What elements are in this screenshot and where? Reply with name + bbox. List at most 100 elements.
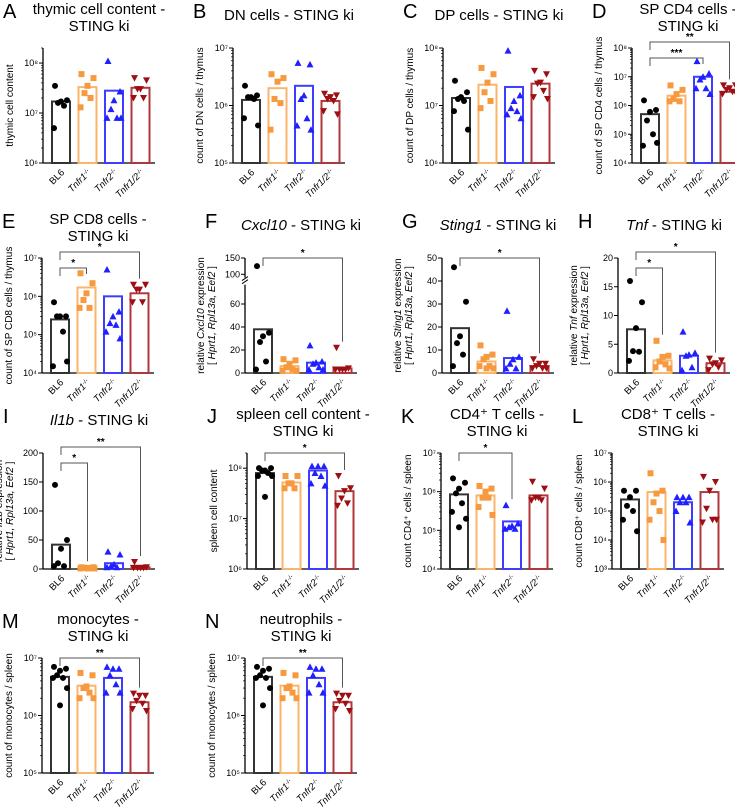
knockout-suffix: -/- (287, 574, 295, 582)
title-part: monocytes - (57, 611, 139, 628)
category-label: BL6 (249, 377, 269, 397)
data-point (676, 98, 683, 105)
panel-title: Sting1 - STING ki (440, 217, 557, 234)
y-axis-label: count CD8⁺ cells / spleen (574, 454, 585, 567)
y-label-part: Hprt1, Rpl13a, Eef2 (404, 271, 415, 359)
data-point (699, 73, 707, 80)
title-part: SP CD8 cells - (49, 211, 146, 228)
data-point (133, 697, 140, 705)
data-point (253, 366, 259, 373)
category-name: BL6 (47, 573, 67, 593)
panel-title: Tnf - STING ki (626, 217, 722, 234)
data-point (676, 498, 684, 506)
axis-break-marks (241, 276, 249, 285)
bar-3 (129, 292, 150, 375)
data-point (254, 263, 260, 270)
data-point (461, 97, 467, 104)
y-axis-label: thymic cell content (5, 64, 16, 146)
panel-letter: J (207, 406, 217, 428)
y-tick-label: 10⁶ (23, 711, 37, 721)
data-point (517, 114, 525, 122)
data-point (50, 363, 56, 370)
category-label: Tnfr1/2-/- (316, 777, 349, 809)
y-tick-label: 150 (225, 253, 240, 263)
data-point (104, 57, 112, 64)
knockout-suffix: -/- (340, 574, 348, 582)
data-point (268, 465, 274, 472)
data-point (142, 692, 149, 700)
data-point (294, 472, 301, 479)
significance-label: * (303, 443, 307, 454)
data-point (57, 702, 63, 709)
category-label: BL6 (446, 377, 466, 397)
data-point (647, 108, 653, 115)
significance-bracket (458, 452, 513, 500)
data-point (131, 559, 138, 566)
title-part: Tnf (626, 217, 650, 234)
category-name: BL6 (249, 777, 269, 797)
knockout-suffix: -/- (285, 378, 293, 386)
category-label: Tnfr1/2-/- (703, 167, 735, 200)
data-point (63, 665, 69, 672)
data-point (321, 482, 329, 489)
y-label-part: Sting1 (393, 309, 404, 337)
data-point (324, 95, 331, 103)
data-point (709, 361, 716, 368)
data-point (666, 98, 673, 105)
data-point (81, 90, 88, 97)
title-part: - STING ki (482, 217, 556, 234)
y-tick-label: 10⁴ (23, 368, 37, 378)
panel-letter: L (572, 406, 583, 428)
title-part: STING ki (273, 423, 334, 440)
y-tick-label: 10⁷ (614, 72, 627, 82)
significance-bracket (649, 57, 704, 66)
data-point (516, 91, 524, 99)
knockout-suffix: -/- (109, 574, 117, 582)
data-point (90, 695, 97, 702)
data-point (544, 95, 551, 103)
data-point (459, 500, 465, 507)
title-part: STING ki (658, 18, 719, 35)
category-label: Tnfr1-/- (270, 573, 297, 600)
data-point (300, 91, 308, 99)
data-point (63, 313, 69, 320)
knockout-suffix: -/- (536, 168, 544, 176)
data-point (305, 689, 313, 696)
y-label-part: relative (569, 331, 580, 366)
y-axis-label: count of SP CD8 cells / thymus (4, 247, 15, 385)
data-point (462, 479, 468, 486)
y-tick-label: 0 (608, 368, 613, 378)
title-part: STING ki (68, 228, 129, 245)
y-tick-label: 20 (603, 253, 613, 263)
data-point (334, 502, 341, 510)
significance-bracket (262, 657, 343, 688)
data-point (456, 485, 462, 492)
data-point (263, 674, 269, 681)
data-point (305, 366, 313, 373)
knockout-suffix: -/- (672, 168, 680, 176)
y-label-part: expression (0, 460, 5, 511)
y-tick-label: 50 (427, 253, 437, 263)
panel-title: Cxcl10 - STING ki (241, 217, 361, 234)
panel-letter: B (193, 1, 206, 23)
panel-letter: A (3, 1, 17, 23)
data-point (52, 481, 58, 488)
data-point (653, 106, 659, 113)
significance-bracket (59, 267, 87, 276)
data-point (541, 485, 548, 493)
y-label-part: count of DN cells / thymus (195, 47, 206, 163)
knockout-suffix: -/- (285, 778, 293, 786)
y-label-part: ] (404, 266, 415, 272)
data-point (260, 667, 266, 674)
title-part: neutrophils - (260, 611, 343, 628)
data-point (533, 363, 540, 370)
data-point (292, 672, 299, 679)
knockout-suffix: -/- (311, 378, 319, 386)
y-label-part: count of monocytes / spleen (207, 653, 218, 778)
panel-g: G Sting1 - STING ki relative Sting1 expres… (393, 211, 556, 410)
data-point (346, 707, 353, 715)
data-point (490, 71, 497, 78)
data-point (476, 483, 483, 490)
